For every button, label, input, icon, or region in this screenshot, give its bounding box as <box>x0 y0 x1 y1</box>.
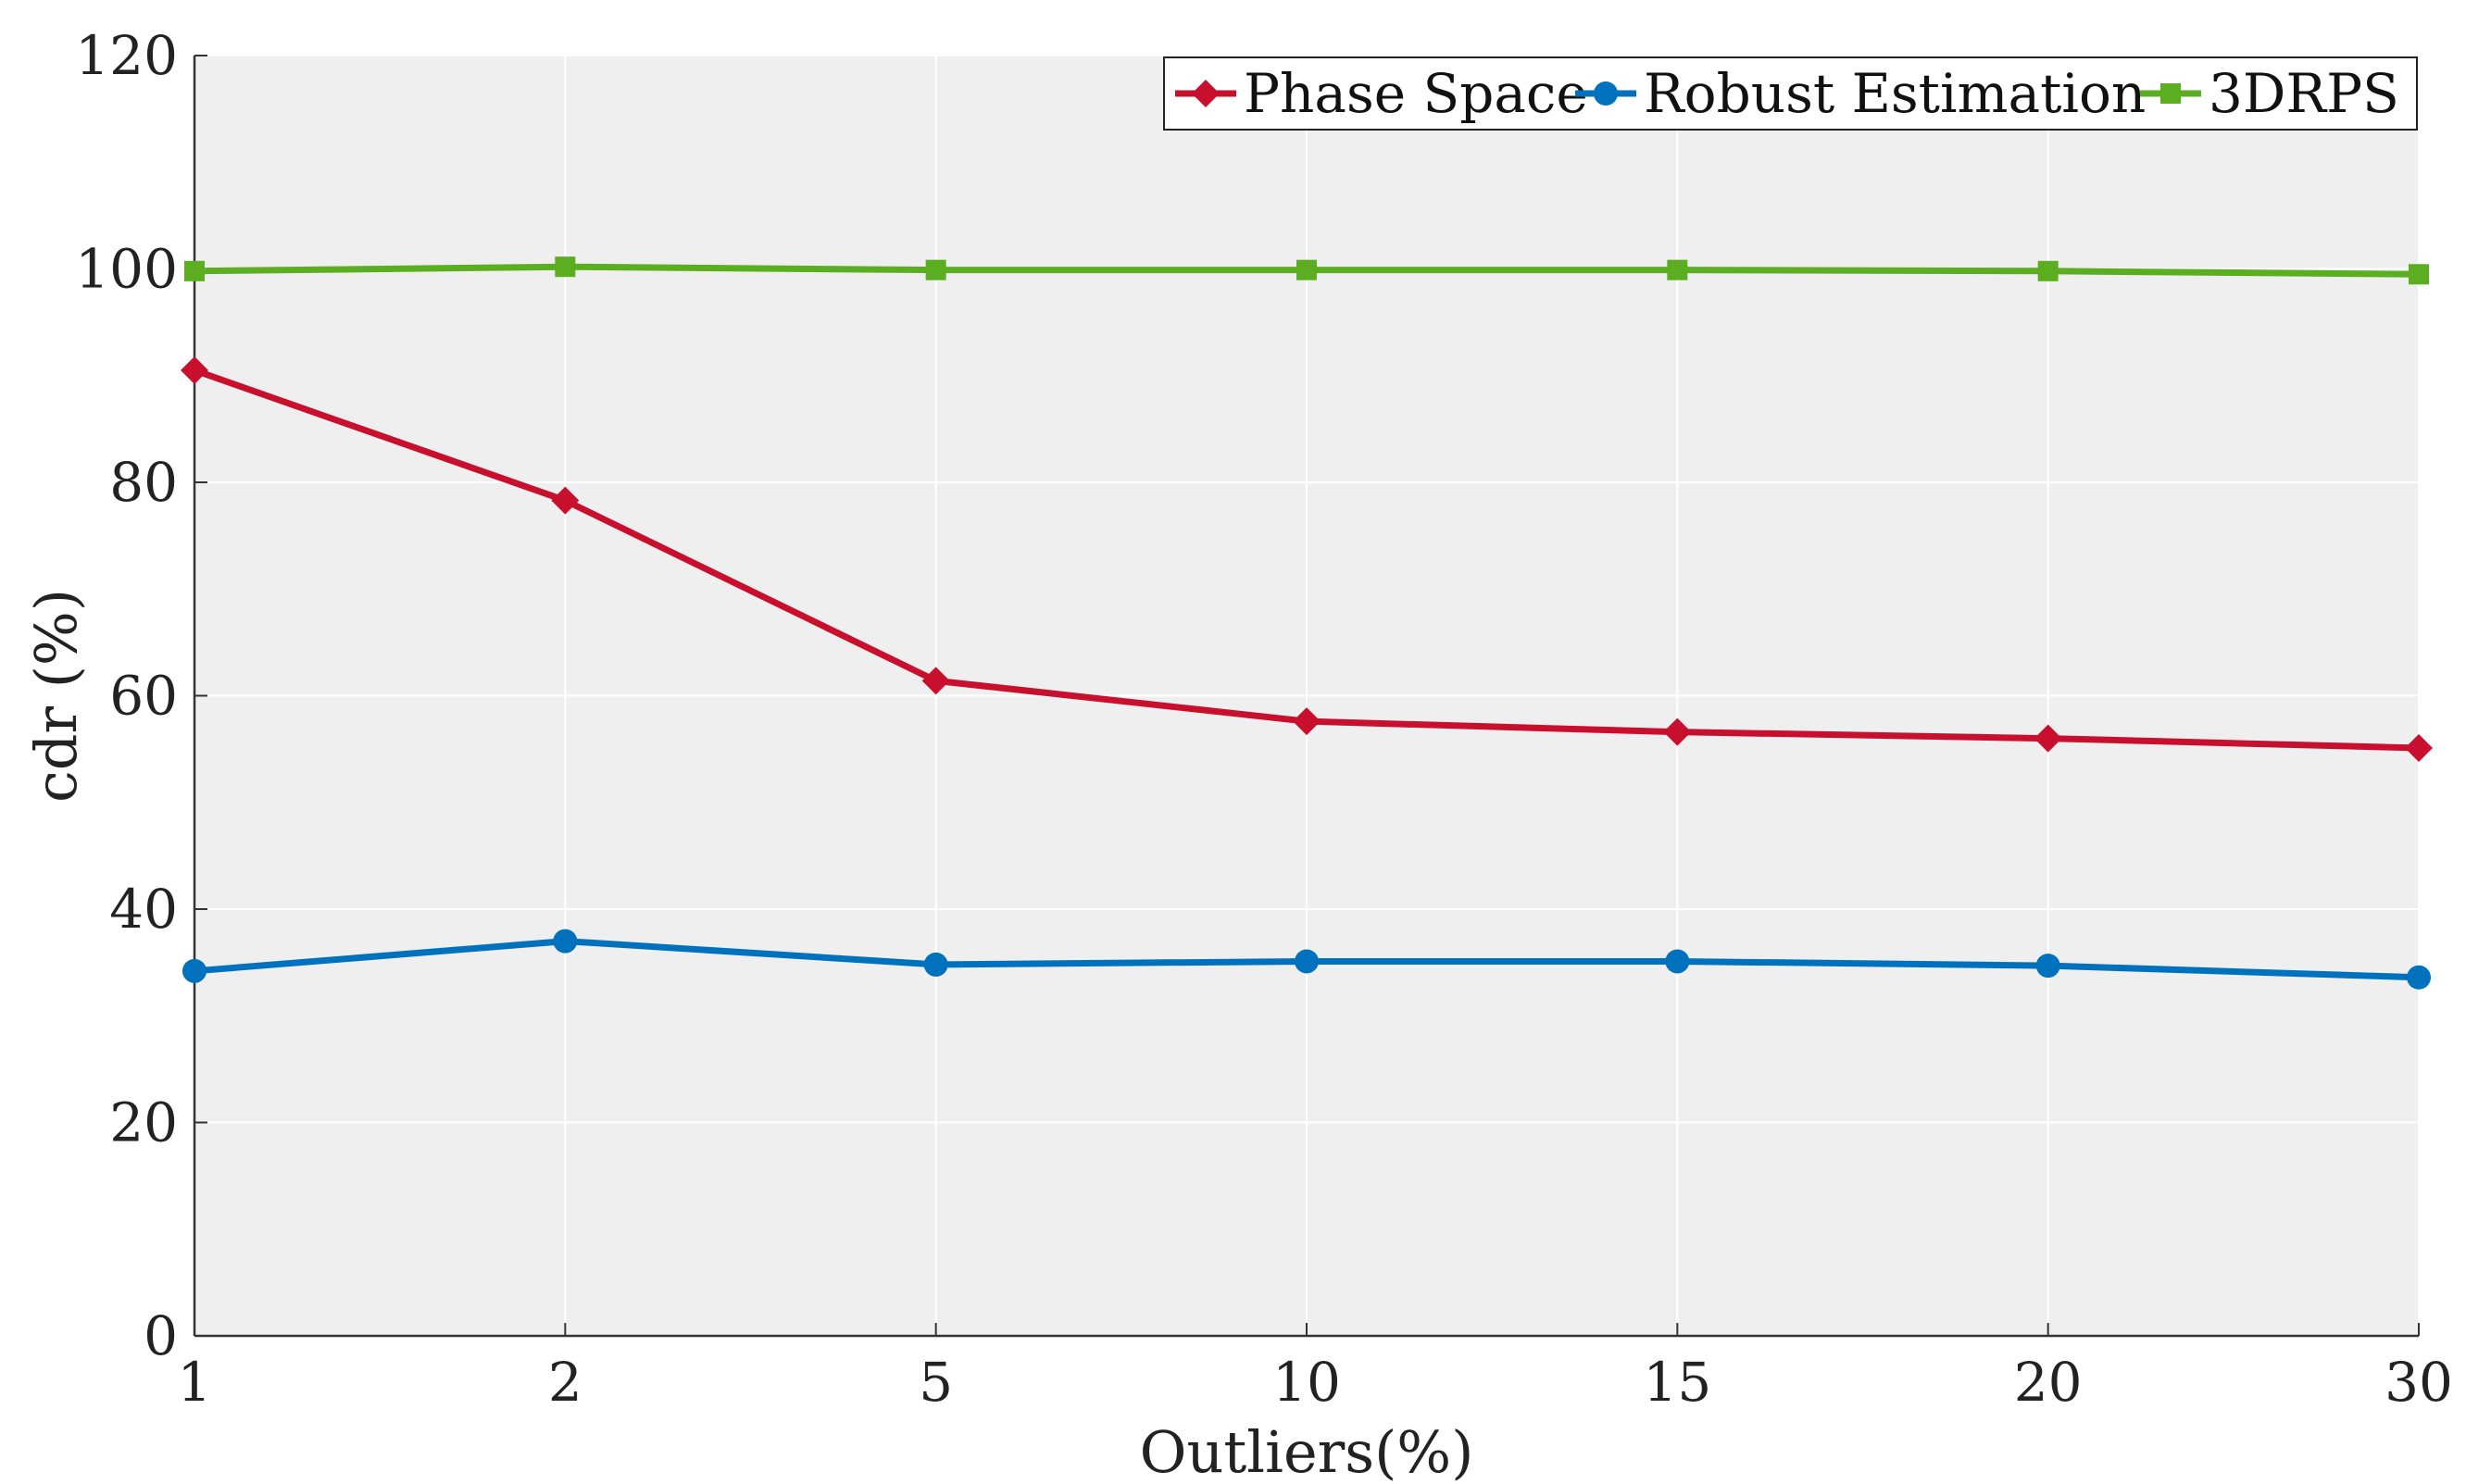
data-point-robust-estimation <box>182 958 207 983</box>
data-point-phase-space <box>551 486 580 515</box>
data-point-phase-space <box>1293 707 1321 736</box>
series-3drps <box>184 256 2429 285</box>
y-tick-label: 20 <box>109 1091 178 1154</box>
y-tick-label: 0 <box>144 1304 178 1367</box>
series-layer <box>181 256 2433 990</box>
x-tick-label: 20 <box>2014 1351 2083 1414</box>
data-point-phase-space <box>2405 733 2433 762</box>
data-point-robust-estimation <box>923 952 948 977</box>
x-tick-label: 1 <box>178 1351 212 1414</box>
data-point-3drps <box>555 256 576 278</box>
y-tick-label: 80 <box>109 451 178 514</box>
y-axis-title: cdr (%) <box>22 589 90 803</box>
data-point-robust-estimation <box>1665 949 1690 974</box>
legend-box <box>1163 56 2418 131</box>
data-point-robust-estimation <box>553 929 578 954</box>
series-phase-space <box>181 355 2433 762</box>
legend-label: Phase Space <box>1244 62 1588 125</box>
data-point-3drps <box>1667 259 1688 281</box>
data-point-phase-space <box>1663 717 1692 746</box>
axes: 0 20 40 60 80 100 120 1 2 5 10 15 20 30 <box>75 24 2453 1414</box>
x-tick-label: 15 <box>1643 1351 1711 1414</box>
x-tick-label: 10 <box>1272 1351 1341 1414</box>
x-tick-label: 30 <box>2385 1351 2453 1414</box>
data-point-robust-estimation <box>2035 954 2060 979</box>
data-point-3drps <box>2409 264 2429 285</box>
legend-entry-3drps: 3DRPS <box>2140 62 2399 125</box>
legend-marker <box>1594 81 1618 106</box>
y-tick-label: 120 <box>75 24 178 87</box>
legend-label: Robust Estimation <box>1644 62 2146 125</box>
x-tick-label: 5 <box>919 1351 953 1414</box>
legend-entry-robust-estimation: Robust Estimation <box>1575 62 2146 125</box>
y-tick-label: 60 <box>109 665 178 728</box>
data-point-robust-estimation <box>1295 949 1319 974</box>
x-tick-label: 2 <box>548 1351 582 1414</box>
y-tick-label: 40 <box>109 878 178 941</box>
data-point-robust-estimation <box>2407 965 2431 990</box>
legend-entry-phase-space: Phase Space <box>1175 62 1588 125</box>
data-point-3drps <box>1296 259 1317 281</box>
legend: Phase Space Robust Estimation 3DRPS <box>1163 56 2418 131</box>
data-point-3drps <box>184 260 205 281</box>
series-robust-estimation <box>182 929 2431 990</box>
x-axis-title: Outliers(%) <box>1140 1418 1474 1484</box>
data-point-phase-space <box>2034 724 2062 753</box>
legend-marker <box>1192 80 1220 107</box>
data-point-3drps <box>2037 260 2059 281</box>
data-point-3drps <box>925 259 946 281</box>
legend-marker <box>2160 83 2181 104</box>
y-tick-label: 100 <box>75 238 178 301</box>
data-point-phase-space <box>921 667 950 695</box>
data-point-phase-space <box>181 355 208 384</box>
legend-label: 3DRPS <box>2209 62 2399 125</box>
